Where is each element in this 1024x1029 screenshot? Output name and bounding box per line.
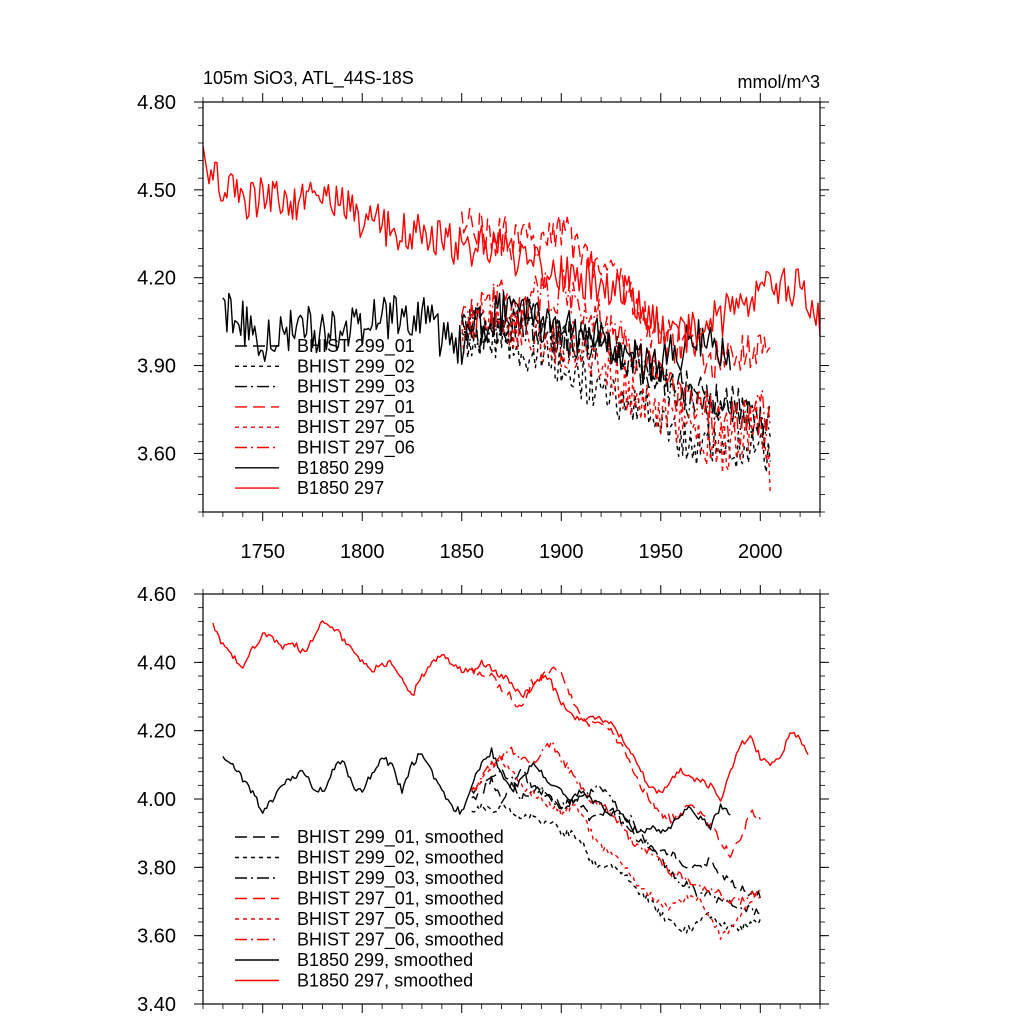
series-line bbox=[471, 666, 761, 858]
bottom-panel: 3.40 3.60 3.80 4.00 4.20 4.40 4.60 BHIST 299_0… bbox=[137, 584, 829, 1016]
legend-label: BHIST 297_05, smoothed bbox=[297, 909, 504, 930]
y-tick-label: 4.40 bbox=[137, 652, 176, 674]
legend-label: B1850 297, smoothed bbox=[297, 971, 473, 991]
series-line bbox=[461, 301, 771, 493]
series-line bbox=[461, 317, 771, 474]
legend-label: BHIST 299_01, smoothed bbox=[297, 827, 504, 848]
top-series-group bbox=[202, 145, 821, 493]
series-line bbox=[471, 802, 761, 934]
y-tick-label: 3.80 bbox=[137, 857, 176, 879]
series-line bbox=[461, 308, 771, 449]
top-panel: 105m SiO3, ATL_44S-18S mmol/m^3 3.60 3.90… bbox=[137, 68, 829, 563]
series-line bbox=[471, 767, 761, 900]
y-tick-label: 3.90 bbox=[137, 356, 176, 378]
series-line bbox=[471, 740, 761, 905]
x-tick-label: 1850 bbox=[439, 541, 484, 563]
legend-label: BHIST 297_06 bbox=[297, 438, 415, 459]
legend-label: BHIST 297_05 bbox=[297, 417, 415, 438]
legend-label: B1850 299 bbox=[297, 458, 384, 478]
series-line bbox=[202, 145, 821, 353]
series-line bbox=[222, 290, 732, 385]
y-tick-label: 3.60 bbox=[137, 926, 176, 948]
x-tick-label: 1900 bbox=[539, 541, 584, 563]
series-line bbox=[461, 298, 771, 439]
series-line bbox=[212, 620, 809, 802]
series-line bbox=[471, 767, 761, 916]
y-tick-label: 4.50 bbox=[137, 180, 176, 202]
y-tick-label: 4.60 bbox=[137, 584, 176, 606]
series-line bbox=[471, 754, 761, 940]
legend-label: BHIST 299_02, smoothed bbox=[297, 848, 504, 869]
legend-label: BHIST 297_06, smoothed bbox=[297, 930, 504, 951]
x-tick-label: 2000 bbox=[738, 541, 783, 563]
top-ticks-group: 3.60 3.90 4.20 4.50 4.80 1750 1800 1850 1900 1950… bbox=[137, 92, 829, 563]
legend-label: B1850 299, smoothed bbox=[297, 950, 473, 970]
legend-label: B1850 297 bbox=[297, 478, 384, 498]
bottom-plot-frame bbox=[202, 593, 821, 1005]
top-panel-units: mmol/m^3 bbox=[738, 72, 820, 92]
y-tick-label: 4.00 bbox=[137, 789, 176, 811]
legend-label: BHIST 297_01, smoothed bbox=[297, 889, 504, 910]
top-panel-title: 105m SiO3, ATL_44S-18S bbox=[203, 68, 414, 89]
y-tick-label: 4.20 bbox=[137, 268, 176, 290]
y-tick-label: 3.40 bbox=[137, 994, 176, 1016]
bottom-ticks-group: 3.40 3.60 3.80 4.00 4.20 4.40 4.60 bbox=[137, 584, 829, 1016]
x-tick-label: 1750 bbox=[240, 541, 285, 563]
bottom-series-group bbox=[212, 620, 809, 940]
legend-label: BHIST 299_01 bbox=[297, 336, 415, 357]
top-plot-frame bbox=[202, 101, 821, 513]
legend-label: BHIST 299_03, smoothed bbox=[297, 868, 504, 889]
legend-label: BHIST 299_02 bbox=[297, 356, 415, 377]
x-tick-label: 1950 bbox=[639, 541, 684, 563]
y-tick-label: 3.60 bbox=[137, 443, 176, 465]
x-tick-label: 1800 bbox=[340, 541, 385, 563]
legend-label: BHIST 297_01 bbox=[297, 397, 415, 418]
series-line bbox=[222, 747, 731, 834]
y-tick-label: 4.80 bbox=[137, 92, 176, 114]
y-tick-label: 4.20 bbox=[137, 721, 176, 743]
legend-label: BHIST 299_03 bbox=[297, 377, 415, 398]
